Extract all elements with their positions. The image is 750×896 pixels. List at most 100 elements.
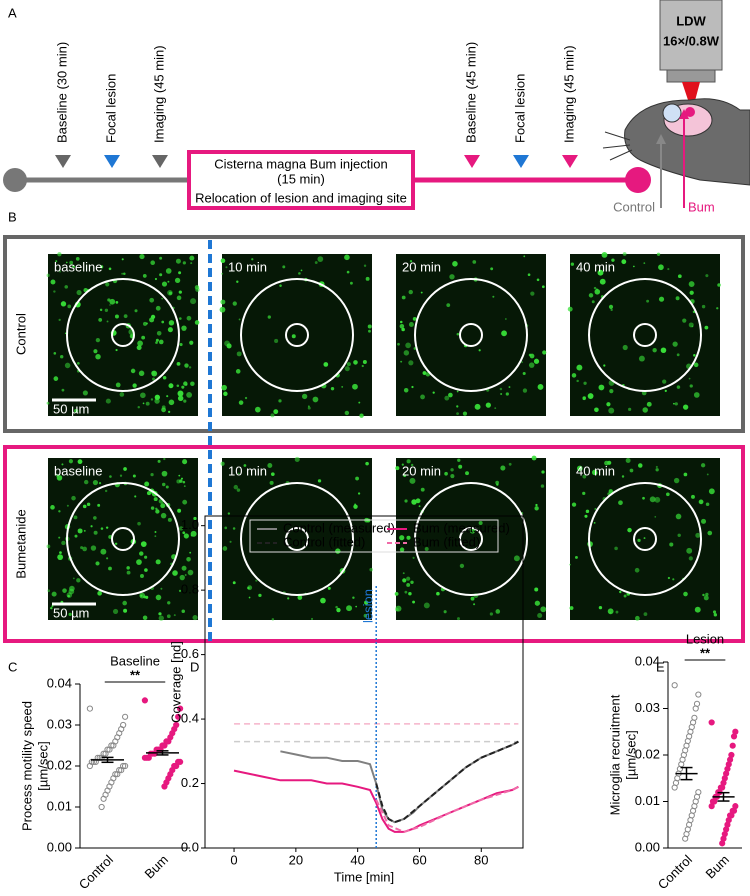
microglia bbox=[700, 518, 707, 524]
data-point bbox=[98, 803, 105, 811]
microglia bbox=[137, 521, 141, 526]
microglia bbox=[609, 611, 612, 614]
microglia bbox=[93, 530, 98, 535]
microglia bbox=[168, 320, 175, 326]
microglia bbox=[267, 463, 273, 468]
microglia bbox=[137, 405, 140, 409]
microglia bbox=[182, 531, 186, 535]
microglia bbox=[528, 362, 535, 368]
microglia bbox=[537, 613, 543, 619]
microglia bbox=[582, 491, 586, 495]
microglia bbox=[658, 296, 665, 302]
microglia bbox=[297, 595, 303, 600]
microglia bbox=[408, 360, 414, 366]
microglia bbox=[123, 467, 127, 471]
microglia bbox=[357, 492, 361, 495]
microglia bbox=[300, 269, 303, 272]
microglia bbox=[423, 602, 430, 609]
microglia bbox=[186, 557, 191, 562]
micrograph bbox=[222, 458, 372, 620]
microglia bbox=[99, 308, 103, 312]
microglia bbox=[93, 349, 98, 354]
setup-illustration bbox=[602, 0, 750, 208]
microglia bbox=[415, 498, 421, 504]
microglia bbox=[576, 465, 583, 472]
microglia bbox=[219, 306, 226, 313]
data-point bbox=[671, 784, 678, 791]
microglia bbox=[320, 597, 326, 604]
microglia bbox=[64, 362, 71, 369]
microglia bbox=[593, 521, 596, 524]
microglia bbox=[177, 508, 182, 513]
microglia bbox=[167, 290, 173, 296]
microglia bbox=[664, 389, 667, 392]
microglia bbox=[82, 504, 87, 509]
microglia bbox=[330, 386, 335, 391]
timeline-start bbox=[3, 168, 27, 192]
y-tick-label: 0.00 bbox=[635, 839, 660, 854]
microglia bbox=[575, 555, 578, 559]
microglia bbox=[352, 383, 358, 390]
roi-inner bbox=[459, 527, 483, 551]
microglia bbox=[132, 474, 136, 478]
microglia bbox=[408, 321, 414, 327]
microglia bbox=[161, 407, 166, 413]
microglia bbox=[64, 285, 68, 289]
event-label: Baseline (45 min) bbox=[463, 42, 478, 143]
microglia bbox=[629, 468, 634, 473]
microglia bbox=[404, 590, 408, 594]
microglia bbox=[109, 298, 116, 305]
microglia bbox=[105, 398, 111, 404]
microglia bbox=[72, 577, 75, 580]
microglia bbox=[688, 322, 694, 328]
microglia bbox=[62, 588, 67, 593]
microglia bbox=[182, 480, 186, 484]
microglia bbox=[177, 390, 184, 397]
microglia bbox=[701, 304, 706, 309]
microglia bbox=[496, 483, 499, 486]
microglia bbox=[178, 474, 181, 477]
microglia bbox=[140, 541, 147, 548]
y-tick-label: 0.2 bbox=[181, 775, 199, 790]
microglia bbox=[489, 612, 493, 616]
microglia bbox=[591, 300, 595, 304]
microglia bbox=[412, 600, 416, 604]
microglia bbox=[307, 406, 311, 410]
y-tick-label: 0.02 bbox=[47, 757, 72, 772]
microglia bbox=[368, 329, 371, 333]
microglia bbox=[409, 477, 416, 484]
microglia bbox=[86, 502, 91, 507]
data-point bbox=[118, 767, 125, 774]
microglia bbox=[541, 470, 545, 474]
microglia bbox=[406, 459, 411, 464]
microglia bbox=[95, 561, 100, 566]
microglia bbox=[420, 487, 425, 492]
objective bbox=[659, 0, 723, 71]
y-tick-label: 0.01 bbox=[635, 793, 660, 808]
microglia bbox=[190, 381, 195, 387]
microglia bbox=[540, 484, 545, 488]
data-point bbox=[695, 691, 702, 698]
microglia bbox=[126, 566, 130, 570]
microglia bbox=[161, 470, 168, 477]
microglia bbox=[155, 341, 158, 344]
microglia bbox=[676, 353, 680, 357]
event-marker bbox=[152, 155, 168, 168]
microglia bbox=[622, 344, 628, 351]
microglia bbox=[104, 489, 108, 493]
microglia bbox=[167, 327, 173, 333]
microglia bbox=[654, 515, 657, 518]
microglia bbox=[100, 527, 104, 530]
microglia bbox=[106, 557, 109, 560]
microglia bbox=[142, 615, 148, 620]
microglia bbox=[424, 547, 429, 551]
microglia bbox=[119, 474, 123, 477]
microglia bbox=[688, 281, 695, 288]
microglia bbox=[705, 274, 709, 278]
data-point bbox=[708, 719, 715, 726]
microglia bbox=[98, 318, 103, 322]
legend-label: Control (measured) bbox=[283, 520, 395, 535]
data-point bbox=[122, 713, 129, 720]
microglia bbox=[150, 260, 156, 266]
microglia bbox=[153, 497, 158, 502]
